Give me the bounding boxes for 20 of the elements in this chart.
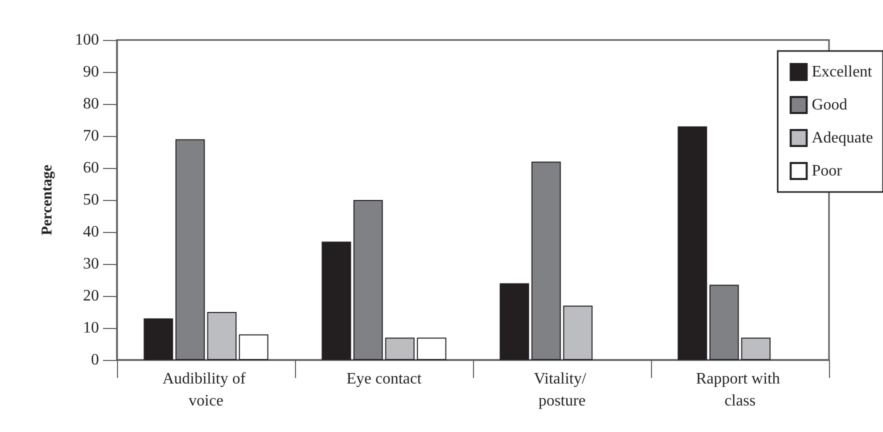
legend-label: Good — [812, 96, 848, 114]
y-tick-label: 40 — [83, 224, 99, 240]
legend-label: Poor — [812, 162, 843, 180]
y-tick-label: 100 — [75, 32, 99, 48]
x-tick-label: Rapport with class — [696, 370, 784, 410]
legend-label: Adequate — [812, 130, 874, 146]
y-tick-label: 80 — [83, 96, 99, 112]
y-tick-label: 30 — [83, 256, 99, 272]
x-tick-label: Audibility of voice — [162, 370, 250, 410]
y-tick-label: 90 — [83, 64, 99, 80]
legend-label: Excellent — [812, 64, 873, 80]
y-tick-label: 10 — [83, 320, 99, 336]
y-tick-label: 20 — [83, 288, 99, 304]
y-tick-label: 70 — [83, 128, 99, 144]
y-tick-label: 0 — [91, 352, 99, 368]
x-tick-label: Vitality/ posture — [534, 370, 590, 410]
y-axis-title: Percentage — [40, 164, 56, 236]
x-tick-label: Eye contact — [346, 370, 422, 388]
y-tick-label: 60 — [83, 160, 99, 176]
y-tick-label: 50 — [83, 192, 99, 208]
